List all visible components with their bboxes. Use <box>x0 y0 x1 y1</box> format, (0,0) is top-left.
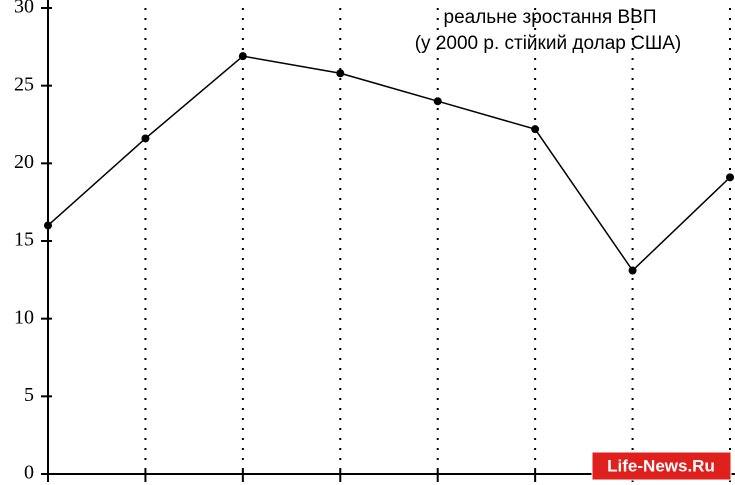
y-tick-label: 15 <box>14 229 34 251</box>
y-tick-label: 20 <box>14 151 34 173</box>
watermark-box <box>591 451 732 481</box>
chart-subtitle: (у 2000 р. стійкий долар США) <box>415 33 682 54</box>
point <box>141 134 150 143</box>
point <box>238 52 247 61</box>
point <box>433 97 442 106</box>
y-tick-label: 10 <box>14 306 34 328</box>
point <box>628 266 637 275</box>
point <box>531 125 540 134</box>
line <box>47 55 731 272</box>
y-tick-label: 30 <box>14 0 34 18</box>
point <box>44 221 52 230</box>
point <box>336 69 345 78</box>
chart-title: реальне зростання ВВП <box>444 7 657 28</box>
y-tick-label: 5 <box>24 384 34 406</box>
point <box>726 173 734 182</box>
watermark: Life-News.Ru <box>607 456 715 475</box>
y-tick-label: 0 <box>24 462 34 484</box>
y-tick-label: 25 <box>14 73 34 95</box>
